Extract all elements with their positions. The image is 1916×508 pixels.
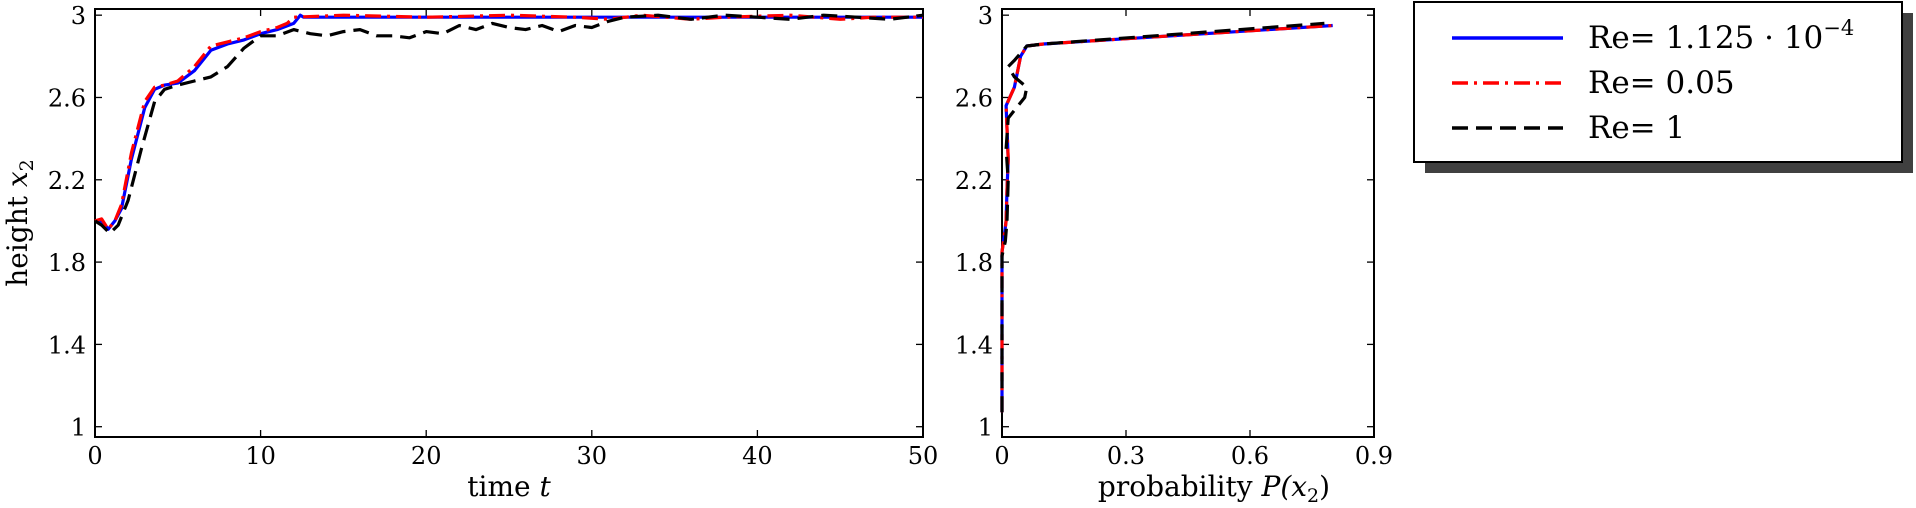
- legend-label: Re= 1.125 · 10−4: [1588, 16, 1854, 56]
- time-plot-ytick-label: 1.4: [48, 331, 86, 359]
- probability-plot-ytick-label: 1.4: [955, 331, 993, 359]
- legend: Re= 1.125 · 10−4 Re= 0.05 Re= 1: [1413, 1, 1913, 173]
- probability-height-plot: 0 0.3 0.6 0.9 1 1.4 1.8 2.2 2.6 3 probability P(x…: [955, 2, 1393, 507]
- height-axis-label: height: [1, 195, 34, 287]
- legend-label-main: Re= 1: [1588, 110, 1685, 146]
- probability-axis-label: probability: [1098, 470, 1253, 503]
- time-axis-title: time t: [467, 470, 551, 503]
- probability-axis-subscript: 2: [1307, 485, 1319, 507]
- probability-plot-xtick-label: 0.9: [1355, 442, 1393, 470]
- time-plot-frame: [94, 8, 924, 438]
- time-plot-series-line: [95, 13, 923, 231]
- height-axis-subscript: 2: [16, 159, 38, 171]
- probability-plot-ticks: 0 0.3 0.6 0.9 1 1.4 1.8 2.2 2.6 3: [955, 2, 1393, 470]
- probability-plot-series-line: [1000, 23, 1333, 413]
- probability-plot-series-line: [1000, 21, 1325, 413]
- probability-plot-series-line: [1000, 23, 1333, 413]
- time-plot-ytick-label: 1: [71, 414, 86, 442]
- time-plot-ytick-label: 1.8: [48, 249, 86, 277]
- probability-plot-xtick-label: 0.6: [1231, 442, 1269, 470]
- time-axis-variable: t: [539, 470, 551, 503]
- time-axis-label: time: [467, 470, 530, 503]
- time-plot-xtick-label: 0: [87, 442, 102, 470]
- time-plot-xtick-label: 10: [245, 442, 276, 470]
- legend-items: Re= 1.125 · 10−4 Re= 0.05 Re= 1: [1452, 16, 1854, 146]
- time-height-plot: 0 10 20 30 40 50 1 1.4 1.8 2.2 2.6 3 time t height …: [1, 2, 938, 503]
- probability-axis-title: probability P(x2): [1098, 470, 1330, 507]
- time-plot-ytick-label: 2.6: [48, 84, 86, 112]
- height-axis-title: height x2: [1, 159, 38, 287]
- time-plot-xtick-label: 50: [908, 442, 939, 470]
- probability-axis-variable: P(x: [1260, 470, 1307, 503]
- probability-plot-series: [1000, 21, 1333, 413]
- time-plot-ytick-label: 3: [71, 2, 86, 30]
- legend-label-main: Re= 0.05: [1588, 65, 1735, 101]
- legend-label-main: Re= 1.125 · 10: [1588, 20, 1823, 56]
- time-plot-xtick-label: 40: [742, 442, 773, 470]
- probability-plot-ytick-label: 2.6: [955, 84, 993, 112]
- time-plot-ytick-label: 2.2: [48, 167, 86, 195]
- time-plot-series: [94, 13, 924, 235]
- probability-plot-ytick-label: 2.2: [955, 167, 993, 195]
- time-plot-xtick-label: 20: [411, 442, 442, 470]
- time-plot-series-line: [94, 13, 924, 235]
- probability-plot-xtick-label: 0.3: [1107, 442, 1145, 470]
- probability-plot-ytick-label: 1: [978, 414, 993, 442]
- legend-label: Re= 1: [1588, 110, 1685, 146]
- time-plot-xtick-label: 30: [577, 442, 608, 470]
- probability-plot-ytick-label: 3: [978, 2, 993, 30]
- probability-plot-ytick-label: 1.8: [955, 249, 993, 277]
- legend-label: Re= 0.05: [1588, 65, 1735, 101]
- probability-axis-close: ): [1319, 470, 1330, 503]
- legend-label-superscript: −4: [1823, 16, 1854, 40]
- probability-plot-xtick-label: 0: [994, 442, 1009, 470]
- probability-plot-frame: [1001, 8, 1375, 438]
- time-plot-series-line: [94, 13, 923, 231]
- height-axis-variable: x: [1, 171, 34, 187]
- time-plot-ticks: 0 10 20 30 40 50 1 1.4 1.8 2.2 2.6 3: [48, 2, 938, 470]
